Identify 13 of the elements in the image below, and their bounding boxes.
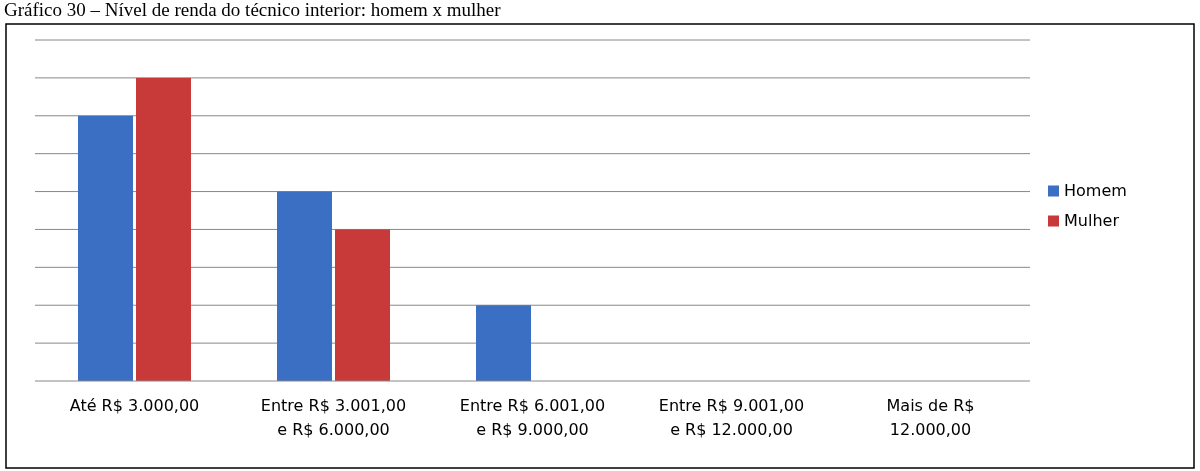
bar <box>476 305 531 381</box>
x-tick-label: Até R$ 3.000,00 <box>69 396 200 415</box>
x-tick-label: Entre R$ 3.001,00 e R$ 6.000,00 <box>260 396 407 439</box>
x-tick-label: Mais de R$ 12.000,00 <box>886 396 975 439</box>
bar <box>78 115 133 381</box>
bar <box>335 229 390 381</box>
legend-label: Mulher <box>1064 210 1120 230</box>
legend-label: Homem <box>1064 180 1127 200</box>
bar <box>277 191 332 381</box>
x-tick-label: Entre R$ 6.001,00 e R$ 9.000,00 <box>459 396 606 439</box>
x-tick-label: Entre R$ 9.001,00 e R$ 12.000,00 <box>658 396 805 439</box>
bar <box>136 77 191 381</box>
chart-title: Gráfico 30 – Nível de renda do técnico interior: homem x mulher <box>4 0 502 20</box>
